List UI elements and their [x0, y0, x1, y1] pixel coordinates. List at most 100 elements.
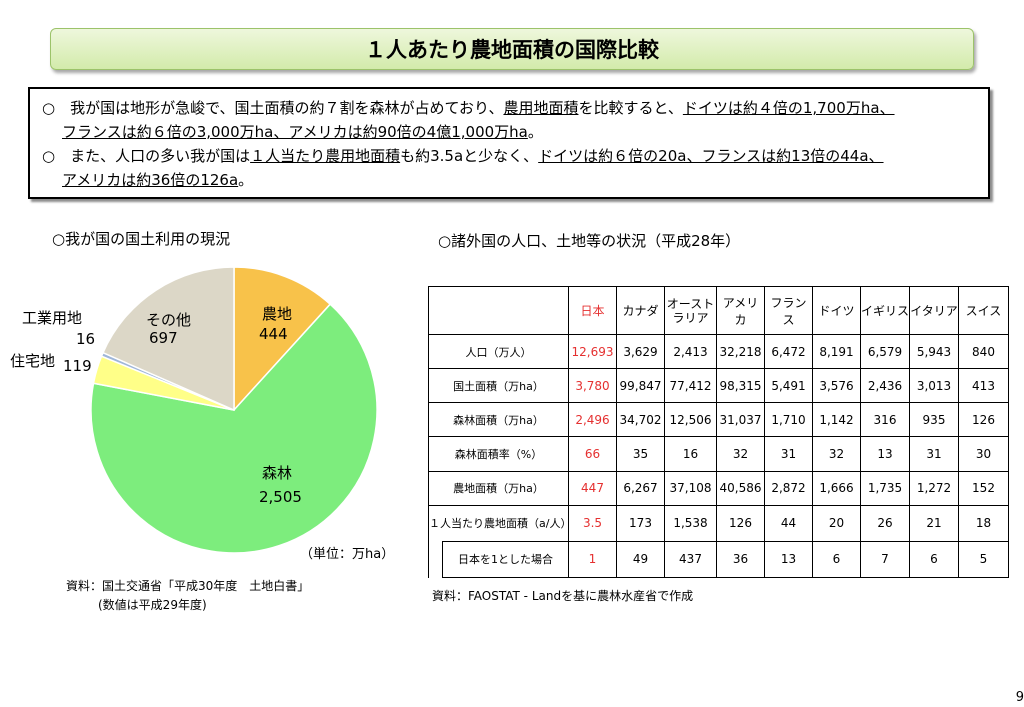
pie-label-other: その他	[146, 311, 192, 329]
table-cell: 5,943	[909, 334, 959, 370]
pie-unit-note: （単位：万ha）	[300, 547, 395, 562]
table-cell: 77,412	[664, 368, 717, 404]
table-cell: 8,191	[812, 334, 861, 370]
table-cell: 6,472	[764, 334, 813, 370]
table-cell: 6	[909, 540, 959, 579]
page-number: 9	[1015, 690, 1024, 705]
table-cell: 2,872	[764, 470, 813, 506]
summary-underlined: 農用地面積	[503, 99, 579, 117]
table-cell: 32	[812, 436, 861, 472]
country-comparison-table: 日本 カナダ オースト ラリア アメリカ フランス ドイツ イギリス イタリア …	[428, 285, 1009, 579]
table-source: 資料：FAOSTAT - Landを基に農林水産省で作成	[432, 589, 694, 603]
pie-slice	[90, 303, 378, 554]
table-header-row: 日本 カナダ オースト ラリア アメリカ フランス ドイツ イギリス イタリア …	[428, 285, 1009, 336]
table-cell: 37,108	[664, 470, 717, 506]
table-cell: 32,218	[716, 334, 765, 370]
table-cell: 30	[958, 436, 1009, 472]
summary-line-2: フランスは約６倍の3,000万ha、アメリカは約90倍の4億1,000万ha。	[62, 121, 543, 142]
table-cell: 126	[716, 504, 765, 542]
col-header: ドイツ	[812, 285, 861, 336]
cell-japan: 66	[568, 436, 617, 472]
summary-line-4: アメリカは約36倍の126a。	[62, 169, 253, 190]
table-cell: 437	[664, 540, 717, 579]
table-cell: 3,576	[812, 368, 861, 404]
table-cell: 1,142	[812, 402, 861, 438]
col-header: イギリス	[860, 285, 910, 336]
table-cell: 126	[958, 402, 1009, 438]
cell-japan: 3,780	[568, 368, 617, 404]
page-title: １人あたり農地面積の国際比較	[365, 38, 659, 62]
row-label: 国土面積（万ha）	[428, 368, 569, 404]
summary-underlined: ドイツは約４倍の1,700万ha、	[682, 99, 895, 117]
table-cell: 1,538	[664, 504, 717, 542]
table-cell: 3,013	[909, 368, 959, 404]
col-header: カナダ	[616, 285, 665, 336]
table-cell: 5,491	[764, 368, 813, 404]
pie-slice	[233, 266, 332, 412]
summary-text: を比較すると、	[578, 99, 683, 117]
col-header: アメリカ	[716, 285, 765, 336]
table-cell: 1,272	[909, 470, 959, 506]
pie-label-residential: 住宅地	[10, 352, 56, 370]
table-cell: 16	[664, 436, 717, 472]
pie-value-farm: 444	[259, 325, 288, 343]
summary-line-1: ○ 我が国は地形が急峻で、国土面積の約７割を森林が占めており、農用地面積を比較す…	[42, 97, 895, 118]
table-row: 農地面積（万ha） 447 6,267 37,108 40,586 2,872 …	[428, 470, 1009, 506]
pie-value-industrial: 16	[76, 330, 96, 348]
cell-japan: 2,496	[568, 402, 617, 438]
table-cell: 36	[716, 540, 765, 579]
table-cell: 18	[958, 504, 1009, 542]
pie-slice	[102, 266, 235, 412]
table-cell: 13	[860, 436, 910, 472]
table-cell: 1,735	[860, 470, 910, 506]
table-row: 人口（万人） 12,693 3,629 2,413 32,218 6,472 8…	[428, 334, 1009, 370]
table-cell: 49	[616, 540, 665, 579]
table-cell: 6,579	[860, 334, 910, 370]
table-cell: 5	[958, 540, 1009, 579]
table-cell: 34,702	[616, 402, 665, 438]
table-cell: 40,586	[716, 470, 765, 506]
table-row: 国土面積（万ha） 3,780 99,847 77,412 98,315 5,4…	[428, 368, 1009, 404]
page-title-banner: １人あたり農地面積の国際比較	[50, 28, 974, 70]
summary-underlined: ドイツは約６倍の20a、フランスは約13倍の44a、	[538, 147, 884, 165]
summary-text: 。	[527, 123, 543, 141]
row-label: １人当たり農地面積（a/人）	[428, 504, 571, 542]
row-label: 日本を1とした場合	[442, 540, 569, 579]
table-indent-cell	[428, 541, 443, 578]
pie-source: 資料：国土交通省「平成30年度 土地白書」	[66, 579, 310, 593]
pie-label-farm: 農地	[262, 305, 293, 323]
table-cell: 152	[958, 470, 1009, 506]
country-table-heading: ○諸外国の人口、土地等の状況（平成28年）	[438, 232, 741, 250]
table-cell: 31,037	[716, 402, 765, 438]
table-row: 森林面積率（%） 66 35 16 32 31 32 13 31 30	[428, 436, 1009, 472]
pie-value-forest: 2,505	[259, 488, 302, 506]
row-label: 人口（万人）	[428, 334, 569, 370]
row-label: 農地面積（万ha）	[428, 470, 569, 506]
table-cell: 35	[616, 436, 665, 472]
table-cell: 26	[860, 504, 910, 542]
col-header: オースト ラリア	[664, 285, 717, 336]
summary-text: ○ また、人口の多い我が国は	[42, 147, 251, 165]
table-cell: 173	[616, 504, 665, 542]
table-corner-cell	[428, 285, 569, 336]
land-use-pie-chart	[90, 266, 378, 554]
pie-label-forest: 森林	[262, 464, 293, 482]
table-row: 日本を1とした場合 1 49 437 36 13 6 7 6 5	[428, 540, 1009, 579]
table-cell: 31	[909, 436, 959, 472]
table-cell: 12,506	[664, 402, 717, 438]
table-cell: 21	[909, 504, 959, 542]
table-cell: 7	[860, 540, 910, 579]
cell-japan: 3.5	[568, 504, 617, 542]
table-cell: 32	[716, 436, 765, 472]
row-label: 森林面積（万ha）	[428, 402, 569, 438]
table-cell: 44	[764, 504, 813, 542]
table-row: １人当たり農地面積（a/人） 3.5 173 1,538 126 44 20 2…	[428, 504, 1009, 542]
table-cell: 413	[958, 368, 1009, 404]
pie-label-industrial: 工業用地	[22, 309, 83, 327]
table-cell: 2,413	[664, 334, 717, 370]
summary-box: ○ 我が国は地形が急峻で、国土面積の約７割を森林が占めており、農用地面積を比較す…	[28, 87, 990, 199]
cell-japan: 12,693	[568, 334, 617, 370]
cell-japan: 447	[568, 470, 617, 506]
row-label: 森林面積率（%）	[428, 436, 569, 472]
table-cell: 20	[812, 504, 861, 542]
